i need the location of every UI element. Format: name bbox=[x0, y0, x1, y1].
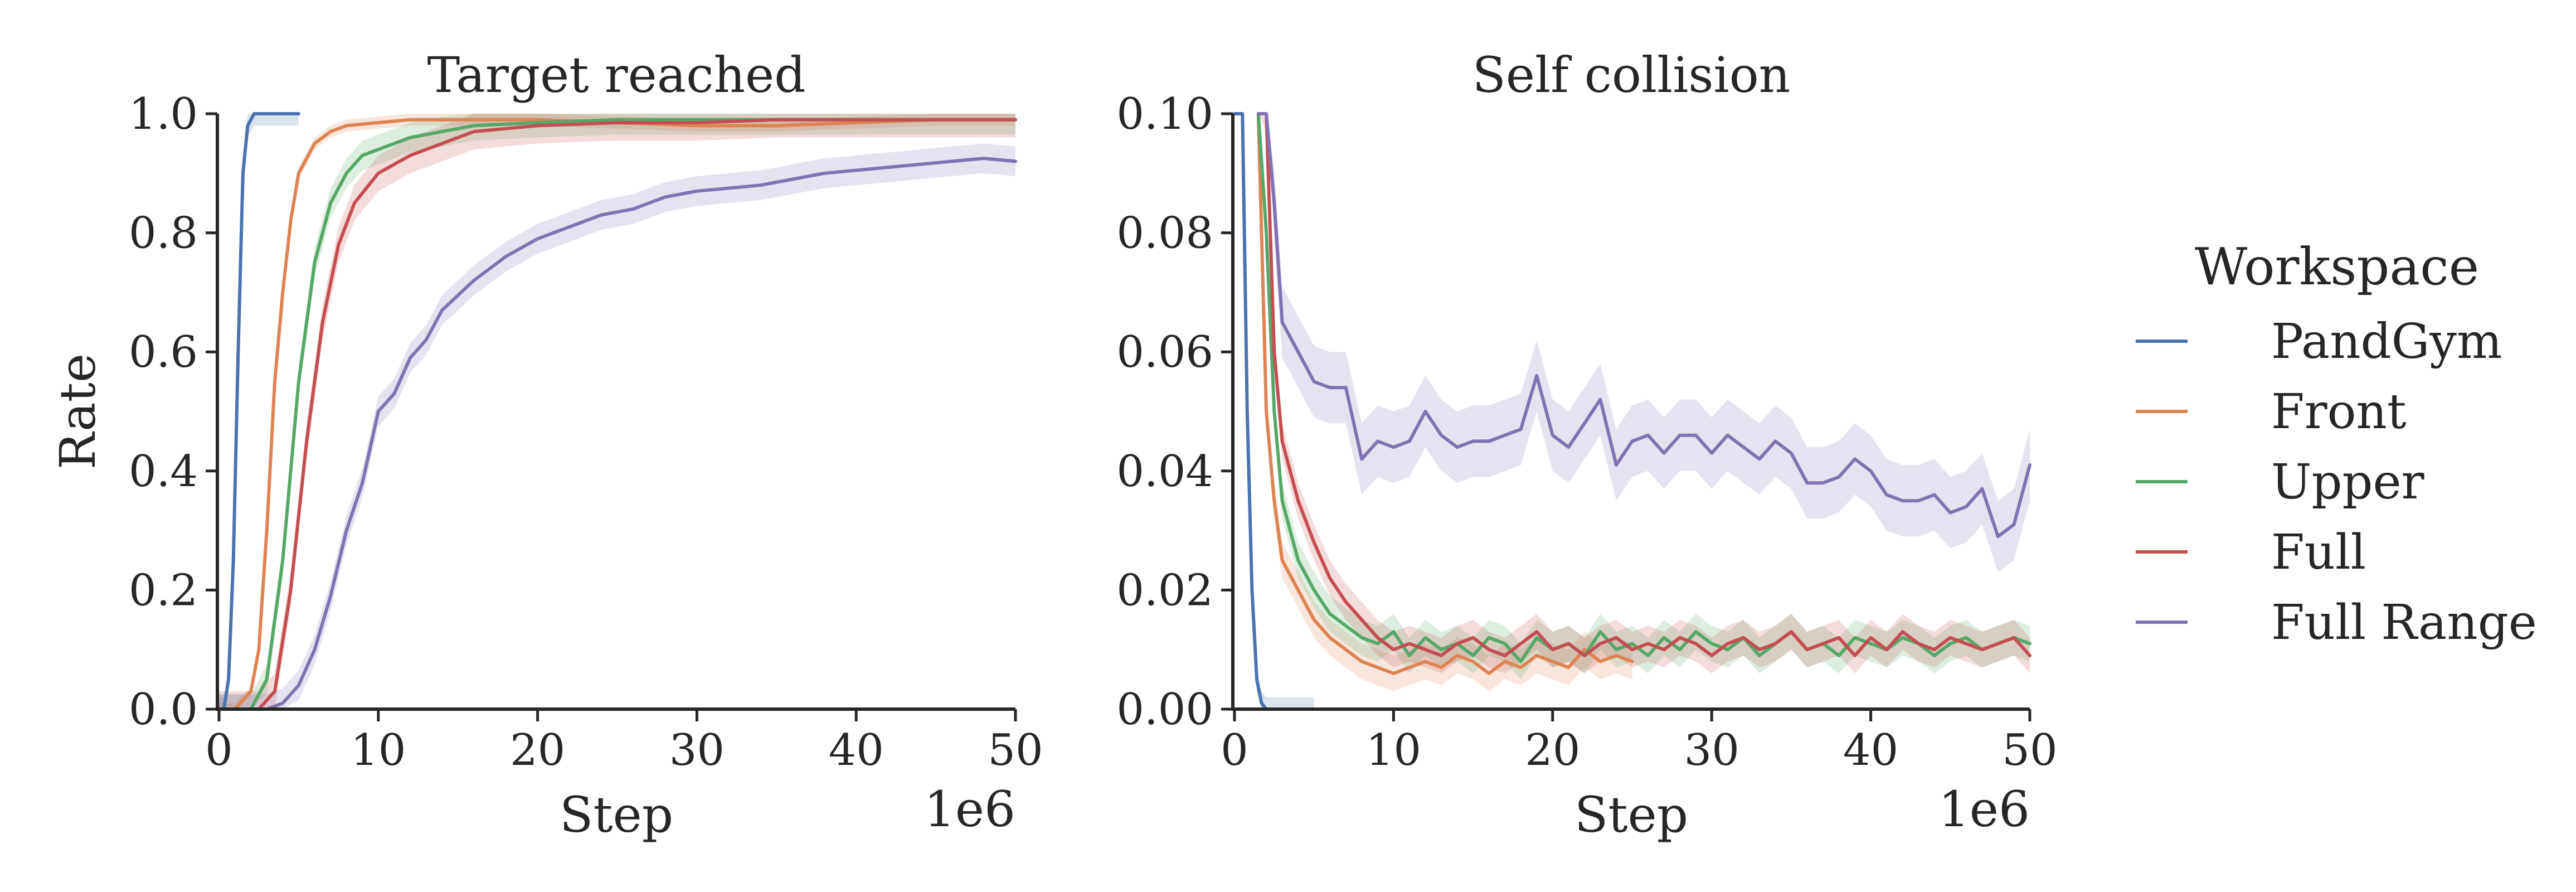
legend-item-pandgym: PandGym bbox=[2136, 314, 2502, 370]
legend-label: Full Range bbox=[2271, 595, 2537, 651]
x-tick-label: 20 bbox=[1525, 725, 1580, 775]
x-tick-label: 40 bbox=[829, 725, 884, 775]
x-tick-label: 30 bbox=[1684, 725, 1739, 775]
legend-item-full-range: Full Range bbox=[2136, 595, 2537, 651]
x-offset-label: 1e6 bbox=[1938, 780, 2030, 838]
series-line-full bbox=[217, 118, 1017, 711]
x-tick-label: 50 bbox=[2002, 725, 2057, 775]
band-layer bbox=[219, 114, 1015, 709]
x-offset-label: 1e6 bbox=[924, 780, 1015, 838]
legend-label: Upper bbox=[2271, 454, 2424, 510]
x-tick-label: 40 bbox=[1843, 725, 1898, 775]
band-layer bbox=[1234, 114, 2030, 709]
series-line-full-range bbox=[217, 157, 1017, 711]
y-tick-label: 0.6 bbox=[129, 327, 198, 377]
x-tick-label: 10 bbox=[351, 725, 406, 775]
y-tick-label: 0.02 bbox=[1116, 565, 1213, 615]
chart-title: Target reached bbox=[427, 46, 805, 104]
legend-item-upper: Upper bbox=[2136, 454, 2424, 510]
y-tick-label: 0.06 bbox=[1116, 327, 1213, 377]
series-line-pandgym bbox=[217, 112, 300, 711]
legend-title: Workspace bbox=[2195, 237, 2479, 297]
x-tick-label: 20 bbox=[510, 725, 565, 775]
target-reached-panel: 0.0 0.2 0.4 0.6 0.8 1.0 0 10 20 30 40 50 Target re… bbox=[49, 46, 1043, 843]
series-line-front bbox=[1256, 112, 1634, 675]
y-axis-label: Rate bbox=[49, 353, 106, 469]
x-tick-label: 10 bbox=[1366, 725, 1421, 775]
chart-title: Self collision bbox=[1472, 46, 1791, 104]
self-collision-panel: 0.00 0.02 0.04 0.06 0.08 0.10 0 10 20 30 40 50 Sel… bbox=[1116, 46, 2057, 843]
series-line-upper bbox=[1256, 112, 2031, 663]
x-tick-layer: 0 10 20 30 40 50 bbox=[205, 709, 1043, 775]
y-tick-label: 0.00 bbox=[1116, 685, 1213, 735]
y-tick-label: 0.4 bbox=[129, 447, 198, 497]
x-tick-label: 0 bbox=[1221, 725, 1248, 775]
y-tick-label: 0.0 bbox=[129, 685, 198, 735]
series-line-front bbox=[217, 118, 1017, 711]
x-tick-layer: 0 10 20 30 40 50 bbox=[1221, 709, 2058, 775]
legend-items: PandGym Front Upper Full Full Range bbox=[2136, 314, 2537, 651]
y-tick-label: 0.10 bbox=[1116, 89, 1213, 139]
y-tick-label: 0.08 bbox=[1116, 209, 1213, 259]
line-layer bbox=[1233, 112, 2031, 711]
x-axis-label: Step bbox=[1574, 786, 1688, 843]
legend-item-full: Full bbox=[2136, 525, 2366, 580]
line-layer bbox=[217, 112, 1017, 711]
x-tick-label: 0 bbox=[205, 725, 233, 775]
y-tick-label: 0.8 bbox=[129, 209, 198, 259]
series-line-full-range bbox=[1256, 112, 2031, 539]
series-line-full bbox=[1256, 112, 2031, 657]
legend-label: PandGym bbox=[2271, 314, 2502, 370]
x-tick-label: 30 bbox=[669, 725, 725, 775]
y-tick-label: 0.2 bbox=[129, 565, 198, 615]
legend-item-front: Front bbox=[2136, 384, 2407, 440]
x-axis-label: Step bbox=[560, 786, 673, 843]
legend-label: Full bbox=[2271, 525, 2366, 580]
series-band-full-range bbox=[1258, 114, 2030, 573]
y-tick-layer: 0.0 0.2 0.4 0.6 0.8 1.0 bbox=[129, 89, 217, 735]
series-band-full-range bbox=[219, 143, 1015, 709]
legend: Workspace PandGym Front Upper Full Full Rang… bbox=[2136, 237, 2537, 651]
y-tick-label: 1.0 bbox=[129, 89, 198, 139]
series-band-upper bbox=[1258, 114, 2030, 680]
legend-label: Front bbox=[2271, 384, 2407, 440]
y-tick-layer: 0.00 0.02 0.04 0.06 0.08 0.10 bbox=[1116, 89, 1233, 735]
y-tick-label: 0.04 bbox=[1116, 447, 1213, 497]
series-band-full bbox=[1258, 114, 2030, 673]
x-tick-label: 50 bbox=[988, 725, 1043, 775]
